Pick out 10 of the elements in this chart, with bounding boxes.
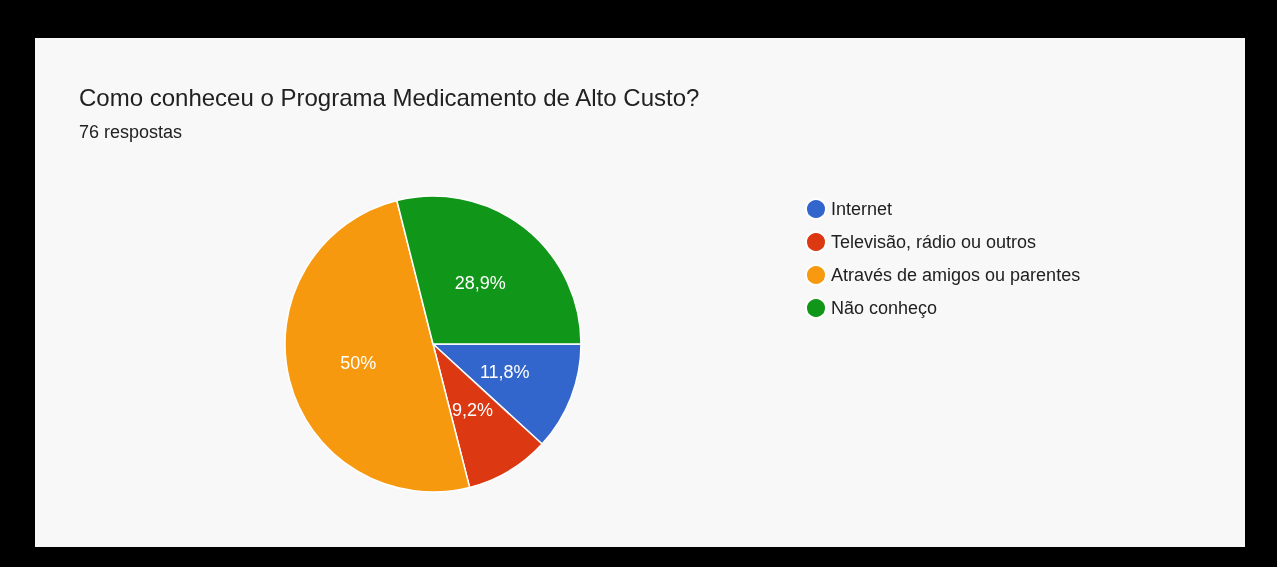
- data-label: 11,8%: [479, 361, 530, 382]
- text: 76 respostas: [79, 122, 183, 142]
- legend-label: Através de amigos ou parentes: [831, 265, 1081, 285]
- legend-label: Televisão, rádio ou outros: [831, 232, 1037, 252]
- data-label: 9,2%: [452, 400, 494, 421]
- legend-label: Internet: [831, 199, 893, 219]
- chart-title: Como conheceu o Programa Medicamento de Alto Custo?: [79, 83, 700, 111]
- data-label: 28,9%: [454, 273, 506, 294]
- data-label: 50%: [340, 352, 377, 373]
- legend-label: Não conheço: [831, 298, 938, 318]
